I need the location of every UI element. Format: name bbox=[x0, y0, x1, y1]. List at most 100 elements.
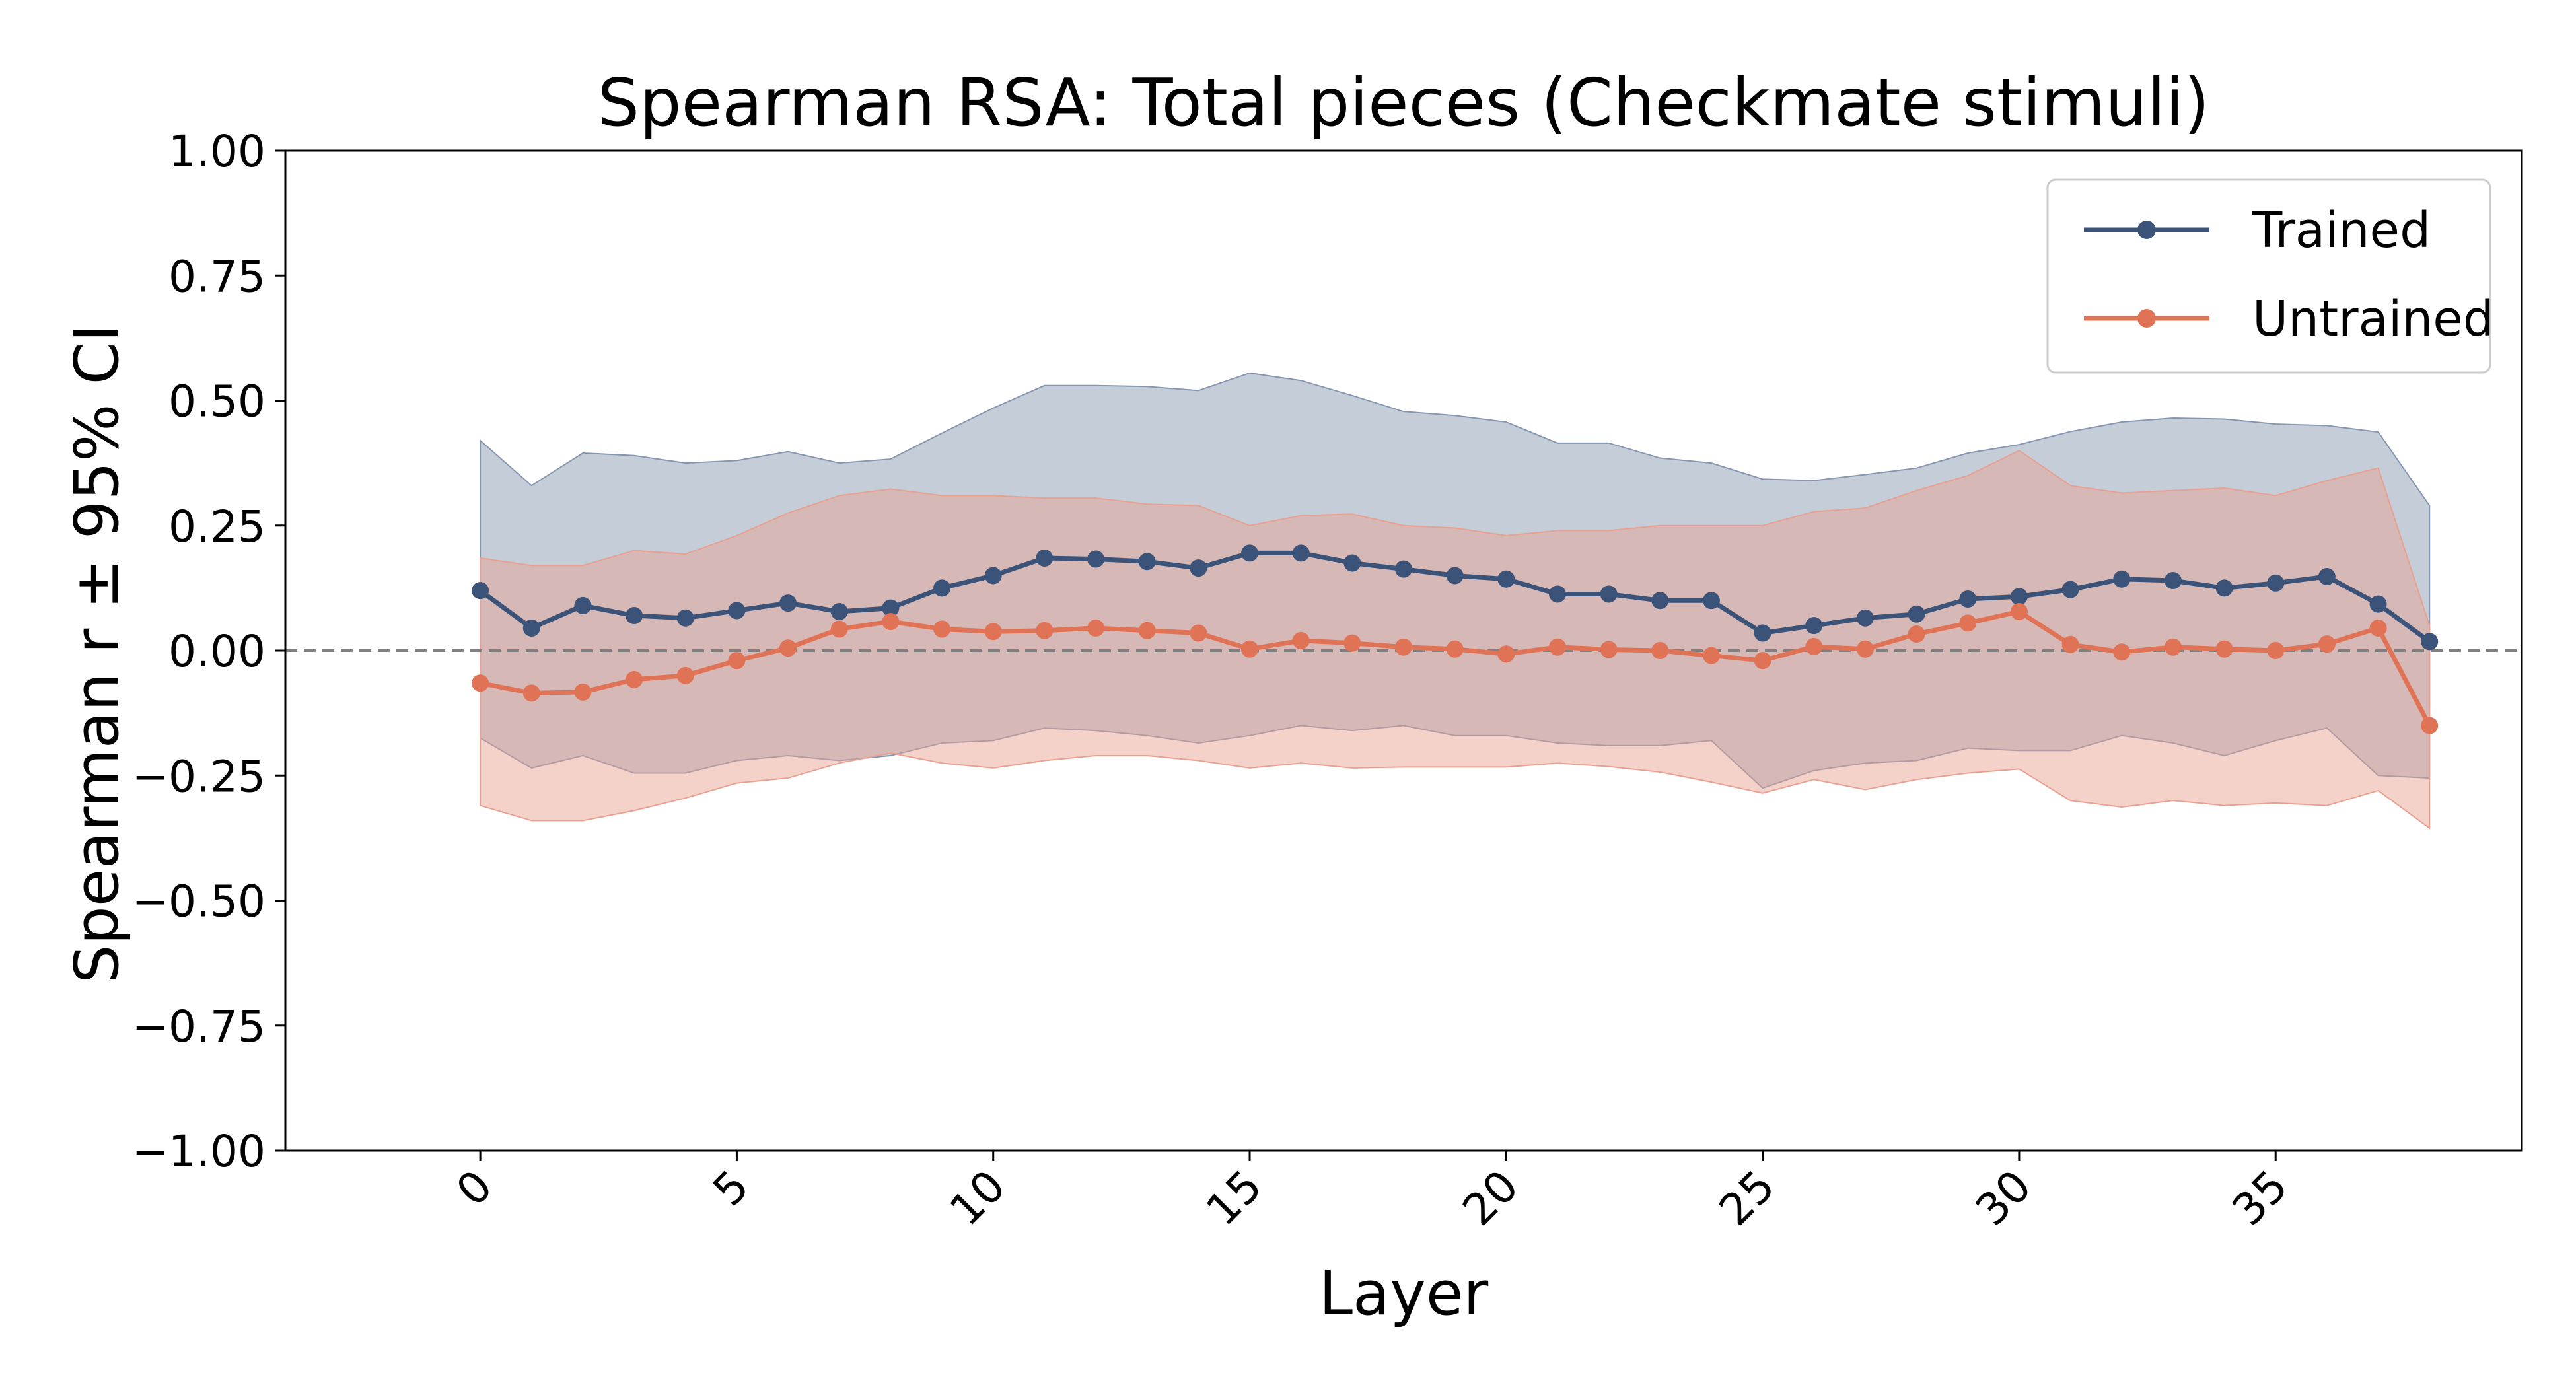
legend-untrained-marker bbox=[2137, 309, 2156, 328]
untrained-point bbox=[1190, 624, 1207, 642]
untrained-point bbox=[1395, 638, 1412, 656]
x-axis-ticks: 0 5 10 15 20 25 30 35 bbox=[447, 1151, 2298, 1236]
trained-point bbox=[1497, 570, 1515, 588]
untrained-point bbox=[1241, 640, 1259, 658]
untrained-point bbox=[2113, 643, 2131, 661]
trained-point bbox=[2113, 570, 2131, 588]
trained-point bbox=[933, 579, 951, 597]
untrained-point bbox=[1805, 637, 1823, 655]
trained-point bbox=[1805, 617, 1823, 635]
untrained-point bbox=[2369, 619, 2387, 637]
x-tick-label: 5 bbox=[703, 1160, 759, 1216]
ci-bands bbox=[480, 372, 2431, 830]
trained-point bbox=[1087, 550, 1105, 568]
untrained-point bbox=[626, 670, 643, 688]
x-tick-label: 0 bbox=[447, 1160, 502, 1216]
trained-point bbox=[1446, 567, 1464, 585]
trained-point bbox=[1395, 560, 1412, 578]
legend-untrained-label: Untrained bbox=[2252, 291, 2494, 347]
untrained-ci-band bbox=[480, 450, 2431, 830]
y-tick-label: −1.00 bbox=[132, 1126, 266, 1177]
untrained-point bbox=[1651, 642, 1669, 659]
untrained-point bbox=[2421, 717, 2439, 734]
trained-point bbox=[882, 599, 900, 617]
trained-point bbox=[1754, 624, 1771, 642]
untrained-point bbox=[2164, 638, 2182, 656]
y-tick-label: 1.00 bbox=[168, 126, 266, 177]
untrained-point bbox=[676, 666, 694, 684]
trained-point bbox=[574, 596, 592, 614]
untrained-point bbox=[779, 639, 797, 657]
untrained-point bbox=[882, 613, 900, 631]
trained-point bbox=[2164, 572, 2182, 590]
x-tick-label: 30 bbox=[1966, 1160, 2041, 1236]
untrained-point bbox=[1548, 638, 1566, 656]
untrained-point bbox=[522, 684, 540, 702]
trained-point bbox=[1908, 605, 1925, 623]
y-tick-label: 0.00 bbox=[168, 626, 266, 677]
x-axis-label: Layer bbox=[1319, 1258, 1489, 1329]
legend-entries: Trained Untrained bbox=[2084, 202, 2494, 347]
trained-point bbox=[1190, 559, 1207, 577]
chart-title: Spearman RSA: Total pieces (Checkmate st… bbox=[598, 64, 2210, 141]
untrained-point bbox=[2318, 635, 2336, 653]
y-tick-label: −0.25 bbox=[132, 751, 266, 802]
x-tick-label: 35 bbox=[2223, 1160, 2298, 1236]
trained-point bbox=[1651, 592, 1669, 610]
untrained-point bbox=[1036, 622, 1054, 639]
legend-trained-label: Trained bbox=[2252, 202, 2431, 259]
trained-point bbox=[1959, 590, 1977, 608]
trained-point bbox=[984, 567, 1002, 585]
trained-point bbox=[522, 619, 540, 637]
untrained-point bbox=[1138, 622, 1156, 639]
untrained-point bbox=[574, 683, 592, 701]
trained-point bbox=[1702, 592, 1720, 610]
untrained-point bbox=[1908, 625, 1925, 643]
trained-point bbox=[1241, 544, 1259, 562]
trained-point bbox=[1856, 609, 1874, 627]
trained-point bbox=[2010, 588, 2028, 606]
y-tick-label: 0.25 bbox=[168, 501, 266, 552]
trained-point bbox=[1600, 585, 1618, 603]
series-points bbox=[472, 544, 2439, 734]
trained-point bbox=[1036, 549, 1054, 567]
untrained-point bbox=[1959, 614, 1977, 632]
untrained-point bbox=[830, 620, 848, 638]
trained-point bbox=[2061, 581, 2079, 598]
trained-point bbox=[1138, 553, 1156, 571]
legend: Trained Untrained bbox=[2046, 178, 2494, 374]
legend-trained-marker bbox=[2137, 221, 2156, 239]
x-tick-label: 10 bbox=[940, 1160, 1015, 1236]
y-tick-label: 0.75 bbox=[168, 251, 266, 302]
y-axis-ticks: −1.00 −0.75 −0.50 −0.25 0.00 0.25 0.50 0.75 1.00 bbox=[132, 126, 285, 1177]
trained-point bbox=[1548, 585, 1566, 603]
untrained-point bbox=[472, 674, 489, 692]
x-tick-label: 20 bbox=[1453, 1160, 1528, 1236]
trained-point bbox=[779, 594, 797, 612]
trained-point bbox=[2267, 574, 2285, 592]
untrained-point bbox=[1087, 619, 1105, 637]
trained-point bbox=[2215, 579, 2233, 597]
untrained-point bbox=[1343, 634, 1361, 652]
untrained-point bbox=[933, 620, 951, 638]
trained-point bbox=[676, 609, 694, 627]
trained-point bbox=[472, 582, 489, 600]
untrained-point bbox=[1702, 647, 1720, 664]
trained-point bbox=[1292, 544, 1310, 562]
trained-point bbox=[1343, 554, 1361, 572]
untrained-point bbox=[1497, 645, 1515, 663]
x-tick-label: 25 bbox=[1709, 1160, 1785, 1236]
untrained-point bbox=[2215, 640, 2233, 658]
y-tick-label: −0.50 bbox=[132, 876, 266, 927]
untrained-point bbox=[984, 623, 1002, 641]
trained-point bbox=[728, 602, 746, 620]
untrained-point bbox=[1446, 640, 1464, 658]
trained-point bbox=[2318, 567, 2336, 585]
untrained-point bbox=[2061, 635, 2079, 653]
x-tick-label: 15 bbox=[1196, 1160, 1271, 1236]
untrained-point bbox=[728, 652, 746, 670]
trained-point bbox=[626, 607, 643, 625]
y-tick-label: 0.50 bbox=[168, 376, 266, 427]
untrained-point bbox=[1600, 641, 1618, 658]
